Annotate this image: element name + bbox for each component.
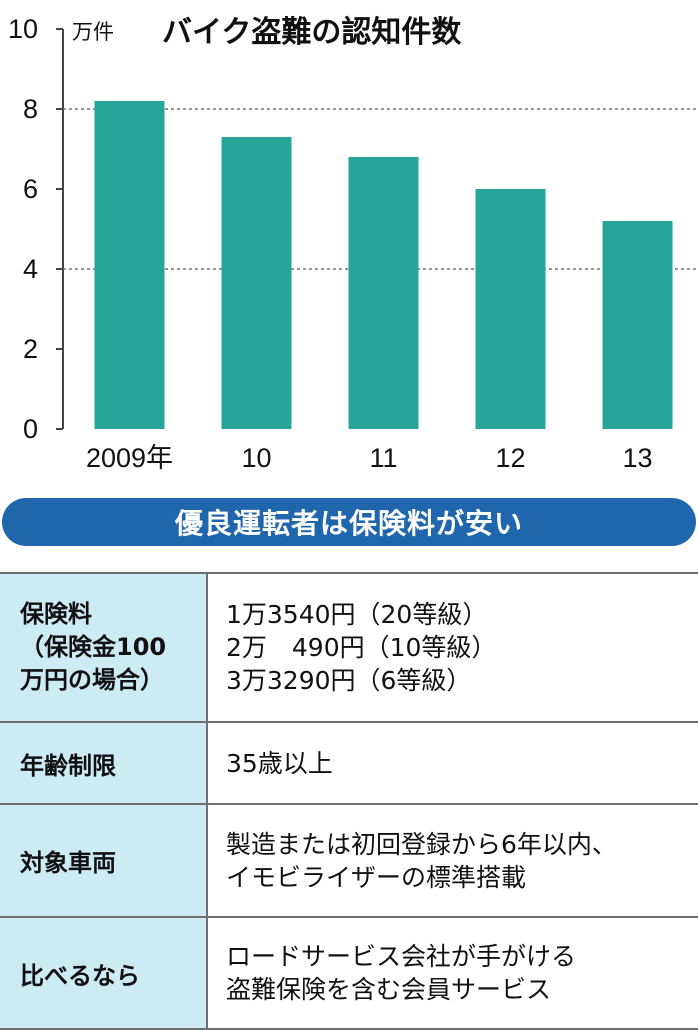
x-tick-label: 2009年 — [86, 443, 173, 473]
value-line: 盗難保険を含む会員サービス — [226, 975, 552, 1004]
table-row-premium: 保険料 （保険金100 万円の場合） 1万3540円（20等級） 2万 490円… — [0, 573, 698, 723]
chart-title: バイク盗難の認知件数 — [162, 15, 462, 50]
bar — [475, 189, 546, 429]
label-line: 比べるなら — [20, 961, 140, 990]
bar — [348, 157, 419, 429]
x-tick-label: 12 — [495, 443, 525, 473]
y-tick-label: 8 — [23, 94, 38, 124]
value-line: 3万3290円（6等級） — [226, 666, 472, 695]
row-value: 35歳以上 — [207, 722, 698, 805]
value-line: 1万3540円（20等級） — [226, 600, 488, 629]
label-line: 万円の場合） — [20, 666, 164, 694]
y-tick-label: 4 — [23, 254, 38, 284]
y-tick-label: 2 — [23, 334, 38, 364]
row-label: 保険料 （保険金100 万円の場合） — [0, 573, 208, 723]
y-axis: 0 2 4 6 8 10 — [8, 14, 64, 444]
table-row-target-vehicle: 対象車両 製造または初回登録から6年以内、 イモビライザーの標準搭載 — [0, 804, 698, 918]
y-tick-label: 0 — [23, 414, 38, 444]
y-tick-label: 10 — [8, 14, 38, 44]
x-axis-labels: 2009年 10 11 12 13 — [86, 443, 653, 473]
bar — [602, 221, 673, 429]
section-title-pill: 優良運転者は保険料が安い — [2, 498, 696, 546]
label-line: 対象車両 — [20, 849, 116, 877]
y-tick-label: 6 — [23, 174, 38, 204]
x-tick-label: 10 — [241, 443, 271, 473]
row-label: 対象車両 — [0, 804, 208, 918]
grid-lines — [63, 108, 698, 270]
value-line: イモビライザーの標準搭載 — [226, 862, 527, 892]
value-line: ロードサービス会社が手がける — [226, 942, 577, 971]
value-line: 2万 490円（10等級） — [226, 633, 497, 662]
row-label: 年齢制限 — [0, 722, 208, 805]
value-line: 35歳以上 — [226, 748, 333, 778]
bar — [221, 137, 292, 429]
insurance-info-table: 保険料 （保険金100 万円の場合） 1万3540円（20等級） 2万 490円… — [0, 572, 698, 1030]
value-line: 製造または初回登録から6年以内、 — [226, 829, 617, 859]
row-value: 1万3540円（20等級） 2万 490円（10等級） 3万3290円（6等級） — [207, 573, 698, 723]
unit-label: 万件 — [72, 20, 114, 44]
bars — [94, 101, 673, 429]
table-row-compare: 比べるなら ロードサービス会社が手がける 盗難保険を含む会員サービス — [0, 917, 698, 1030]
x-tick-label: 13 — [622, 443, 652, 473]
label-line: （保険金100 — [20, 633, 167, 661]
label-line: 年齢制限 — [20, 751, 116, 780]
table-row-age-limit: 年齢制限 35歳以上 — [0, 722, 698, 805]
label-line: 保険料 — [20, 600, 92, 628]
row-value: ロードサービス会社が手がける 盗難保険を含む会員サービス — [207, 917, 698, 1030]
bar — [94, 101, 165, 429]
row-label: 比べるなら — [0, 917, 208, 1030]
row-value: 製造または初回登録から6年以内、 イモビライザーの標準搭載 — [207, 804, 698, 918]
bar-chart: 0 2 4 6 8 10 2009年 10 11 12 13 万件 バイク盗難の認知件数 — [8, 14, 698, 473]
x-tick-label: 11 — [369, 443, 397, 473]
